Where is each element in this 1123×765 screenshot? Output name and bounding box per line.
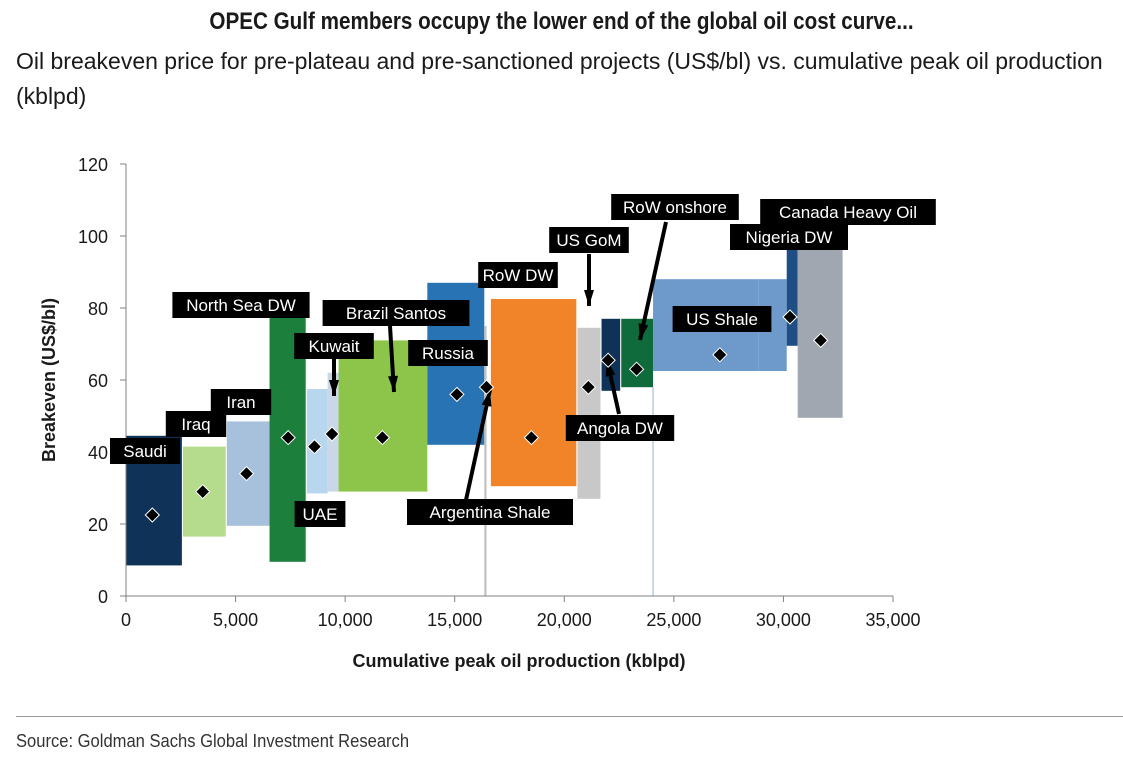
marker-brazil-santos xyxy=(374,429,391,446)
label-iraq: Iraq xyxy=(181,415,210,434)
source-note: Source: Goldman Sachs Global Investment … xyxy=(16,731,410,751)
marker-argentina-shale xyxy=(478,379,495,395)
bar-argentina-shale xyxy=(484,326,487,596)
label-kuwait: Kuwait xyxy=(308,337,359,356)
label-canada-heavy-oil: Canada Heavy Oil xyxy=(779,203,917,222)
bar-uae xyxy=(306,389,328,494)
x-axis-label: Cumulative peak oil production (kblpd) xyxy=(352,651,685,671)
y-tick-label: 120 xyxy=(78,155,108,175)
x-ticks: 0 5,000 10,000 15,000 20,000 25,000 30,000 35,0… xyxy=(121,596,921,630)
label-box-row-onshore xyxy=(611,194,739,220)
x-tick-label: 25,000 xyxy=(646,610,701,630)
bar-canada-heavy-oil xyxy=(797,243,843,418)
annotation-arrow xyxy=(464,389,492,501)
label-box-iran xyxy=(210,389,272,415)
label-iran: Iran xyxy=(226,393,255,412)
label-saudi: Saudi xyxy=(123,442,166,461)
marker-us-shale xyxy=(712,347,728,363)
annotation-arrowhead xyxy=(329,380,339,396)
y-tick-label: 40 xyxy=(88,443,108,463)
label-box-row-dw xyxy=(478,262,558,288)
x-tick-label: 0 xyxy=(121,610,131,630)
x-tick-label: 20,000 xyxy=(537,610,592,630)
annotation-arrows xyxy=(329,221,668,501)
x-tick-label: 5,000 xyxy=(213,610,258,630)
source-divider xyxy=(16,716,1123,717)
y-tick-label: 80 xyxy=(88,299,108,319)
label-nigeria-dw: Nigeria DW xyxy=(746,228,833,247)
x-tick-label: 15,000 xyxy=(427,610,482,630)
annotation-arrowhead xyxy=(481,390,492,407)
y-tick-label: 100 xyxy=(78,227,108,247)
marker-uae xyxy=(306,438,323,455)
label-box-canada-heavy-oil xyxy=(760,199,936,225)
y-tick-label: 0 xyxy=(98,587,108,607)
label-russia: Russia xyxy=(422,344,475,363)
label-argentina-shale: Argentina Shale xyxy=(430,503,551,522)
label-brazil-santos: Brazil Santos xyxy=(346,304,446,323)
label-us-gom: US GoM xyxy=(556,231,621,250)
y-tick-label: 20 xyxy=(88,515,108,535)
axes: 0 20 40 60 80 100 120 0 5,000 10,000 15,000 20,000… xyxy=(39,155,921,671)
marker-iran xyxy=(238,465,255,482)
marker-nigeria-dw xyxy=(782,309,798,325)
y-tick-label: 60 xyxy=(88,371,108,391)
label-us-shale: US Shale xyxy=(686,310,758,329)
marker-angola-dw xyxy=(600,352,616,368)
label-north-sea-dw: North Sea DW xyxy=(186,296,296,315)
annotation-arrowhead xyxy=(388,375,399,392)
annotation-labels: Saudi Iraq Iran North Sea DW UAE Kuwait Brazil… xyxy=(110,194,936,527)
x-tick-label: 30,000 xyxy=(756,610,811,630)
annotation-arrowhead xyxy=(638,323,649,340)
marker-canada-heavy-oil xyxy=(812,332,829,349)
marker-us-gom xyxy=(580,379,597,395)
label-box-saudi xyxy=(110,438,180,464)
marker-north-sea-dw xyxy=(280,429,296,446)
label-box-us-shale xyxy=(672,306,772,332)
bar-row-dw xyxy=(490,299,577,487)
label-box-russia xyxy=(408,340,488,366)
label-box-north-sea-dw xyxy=(172,292,310,318)
marker-saudi xyxy=(144,507,161,523)
marker-iraq xyxy=(194,483,211,500)
label-box-angola-dw xyxy=(565,415,675,441)
label-box-nigeria-dw xyxy=(730,224,848,250)
label-box-us-gom xyxy=(549,227,629,253)
label-box-uae xyxy=(294,501,346,527)
annotation-arrowhead xyxy=(584,290,594,306)
label-box-iraq xyxy=(165,411,227,437)
label-row-dw: RoW DW xyxy=(483,266,554,285)
label-row-onshore: RoW onshore xyxy=(623,198,727,217)
x-tick-label: 10,000 xyxy=(318,610,373,630)
bar-nigeria-dw xyxy=(786,243,798,346)
annotation-arrow xyxy=(638,221,668,341)
label-uae: UAE xyxy=(303,505,338,524)
marker-kuwait xyxy=(324,426,340,442)
label-box-argentina-shale xyxy=(407,499,573,525)
chart-title: OPEC Gulf members occupy the lower end o… xyxy=(209,8,914,35)
x-tick-label: 35,000 xyxy=(865,610,920,630)
y-ticks: 0 20 40 60 80 100 120 xyxy=(78,155,126,607)
label-angola-dw: Angola DW xyxy=(577,419,663,438)
breakeven-markers xyxy=(144,309,829,523)
y-axis-label: Breakeven (US$/bl) xyxy=(39,298,59,462)
marker-row-dw xyxy=(523,429,540,446)
label-box-brazil-santos xyxy=(322,300,470,326)
marker-russia xyxy=(449,386,465,403)
bar-row-onshore xyxy=(621,318,654,388)
chart-subtitle: Oil breakeven price for pre-plateau and … xyxy=(16,48,1103,109)
marker-row-onshore xyxy=(628,361,645,377)
label-box-kuwait xyxy=(294,333,374,359)
bar-us-gom xyxy=(577,327,601,499)
